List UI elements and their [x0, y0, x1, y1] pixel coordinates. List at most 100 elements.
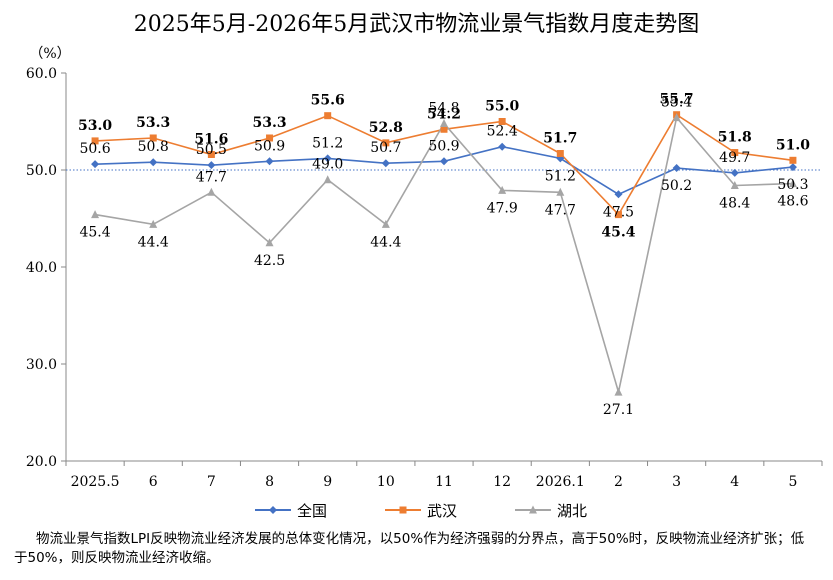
x-tick-label: 9	[323, 474, 332, 490]
point-national	[265, 157, 274, 166]
x-tick-label: 5	[788, 474, 797, 490]
x-tick-label: 12	[493, 474, 511, 490]
legend-label-wuhan: 武汉	[427, 501, 458, 520]
data-label-national: 50.9	[254, 138, 285, 154]
data-label-hubei: 47.7	[196, 169, 227, 185]
point-national	[91, 160, 100, 169]
x-tick-label: 3	[672, 474, 681, 490]
point-national	[207, 161, 216, 170]
x-tick-label: 7	[207, 474, 216, 490]
y-tick-label: 50.0	[26, 163, 57, 179]
data-label-hubei: 42.5	[254, 253, 285, 269]
y-tick-label: 30.0	[26, 357, 57, 373]
data-label-national: 50.5	[196, 142, 227, 158]
point-national	[440, 157, 448, 166]
point-national	[323, 154, 332, 163]
data-label-national: 49.7	[719, 150, 750, 166]
point-hubei	[556, 187, 565, 196]
data-label-wuhan: 51.8	[718, 130, 752, 146]
legend-marker-national	[255, 506, 291, 514]
legend-label-hubei: 湖北	[557, 501, 588, 520]
x-tick-label: 2	[614, 474, 623, 490]
data-label-national: 50.2	[661, 178, 692, 194]
data-label-hubei: 44.4	[370, 234, 401, 250]
point-national	[672, 164, 681, 173]
point-national	[788, 163, 797, 172]
data-label-wuhan: 52.8	[369, 120, 403, 136]
data-label-national: 50.8	[138, 139, 169, 155]
legend-item-wuhan[interactable]: 武汉	[385, 500, 457, 520]
point-hubei	[265, 238, 274, 247]
line-chart: 20.0 30.0 40.0 50.0 60.0 （%） 2025.5 6 7 8 9 10 11 12 2…	[26, 46, 823, 490]
point-hubei	[91, 210, 100, 219]
point-national	[381, 159, 390, 168]
data-label-wuhan: 51.7	[543, 131, 577, 147]
x-tick-label: 4	[730, 474, 739, 490]
data-label-hubei: 49.0	[312, 157, 343, 173]
data-label-national: 50.7	[370, 140, 401, 156]
point-wuhan	[324, 112, 332, 120]
x-tick-label: 2025.5	[71, 474, 120, 490]
data-label-wuhan: 53.3	[136, 115, 170, 131]
data-label-national: 52.4	[487, 124, 518, 140]
point-hubei	[498, 185, 507, 194]
point-national	[149, 158, 158, 167]
data-label-wuhan: 55.0	[485, 99, 519, 115]
data-label-national: 47.5	[603, 204, 634, 220]
data-label-wuhan: 53.3	[252, 115, 286, 131]
data-label-hubei: 48.4	[719, 196, 750, 212]
y-axis-unit: （%）	[29, 46, 70, 62]
data-label-hubei: 27.1	[603, 402, 634, 418]
point-hubei	[440, 118, 448, 127]
data-label-hubei: 54.8	[428, 100, 459, 116]
legend-item-hubei[interactable]: 湖北	[515, 500, 587, 520]
x-tick-label: 2026.1	[536, 474, 585, 490]
point-hubei	[614, 387, 623, 396]
point-hubei	[672, 113, 681, 122]
point-wuhan	[207, 150, 215, 158]
point-hubei	[381, 219, 390, 228]
data-label-national: 50.3	[777, 177, 808, 193]
legend-marker-hubei	[515, 505, 551, 514]
legend-item-national[interactable]: 全国	[255, 500, 327, 520]
data-label-wuhan: 53.0	[78, 118, 112, 134]
y-tick-label: 60.0	[26, 66, 57, 82]
point-wuhan	[614, 211, 622, 219]
data-label-hubei: 44.4	[138, 234, 169, 250]
data-label-national: 50.6	[79, 141, 110, 157]
data-label-wuhan: 51.6	[194, 131, 228, 147]
data-label-national: 51.2	[545, 168, 576, 184]
point-wuhan	[731, 149, 739, 157]
data-label-wuhan: 55.7	[660, 92, 694, 108]
point-wuhan	[382, 139, 390, 147]
point-hubei	[730, 181, 739, 190]
point-hubei	[788, 179, 797, 188]
x-tick-label: 8	[265, 474, 274, 490]
x-tick-label: 11	[435, 474, 453, 490]
data-label-hubei: 48.6	[777, 194, 808, 210]
point-national	[730, 168, 739, 177]
data-label-hubei: 47.7	[545, 202, 576, 218]
data-label-hubei: 55.4	[661, 95, 692, 111]
data-label-wuhan: 51.0	[776, 137, 810, 153]
data-label-hubei: 45.4	[79, 225, 110, 241]
data-label-national: 51.2	[312, 135, 343, 151]
data-label-wuhan: 55.6	[311, 93, 345, 109]
data-label-national: 50.9	[428, 138, 459, 154]
x-tick-label: 6	[149, 474, 158, 490]
point-hubei	[323, 175, 332, 184]
data-label-hubei: 47.9	[487, 200, 518, 216]
footnote: 物流业景气指数LPI反映物流业经济发展的总体变化情况，以50%作为经济强弱的分界…	[14, 531, 805, 566]
legend-marker-wuhan	[385, 506, 421, 514]
data-label-wuhan: 45.4	[601, 225, 635, 241]
point-hubei	[207, 187, 216, 196]
point-wuhan	[440, 125, 448, 133]
point-national	[498, 142, 507, 151]
point-wuhan	[266, 134, 274, 142]
chart-title: 2025年5月-2026年5月武汉市物流业景气指数月度走势图	[133, 12, 700, 37]
y-tick-label: 40.0	[26, 260, 57, 276]
point-wuhan	[789, 156, 797, 164]
x-tick-label: 10	[377, 474, 395, 490]
point-wuhan	[149, 134, 157, 142]
point-wuhan	[91, 137, 99, 145]
